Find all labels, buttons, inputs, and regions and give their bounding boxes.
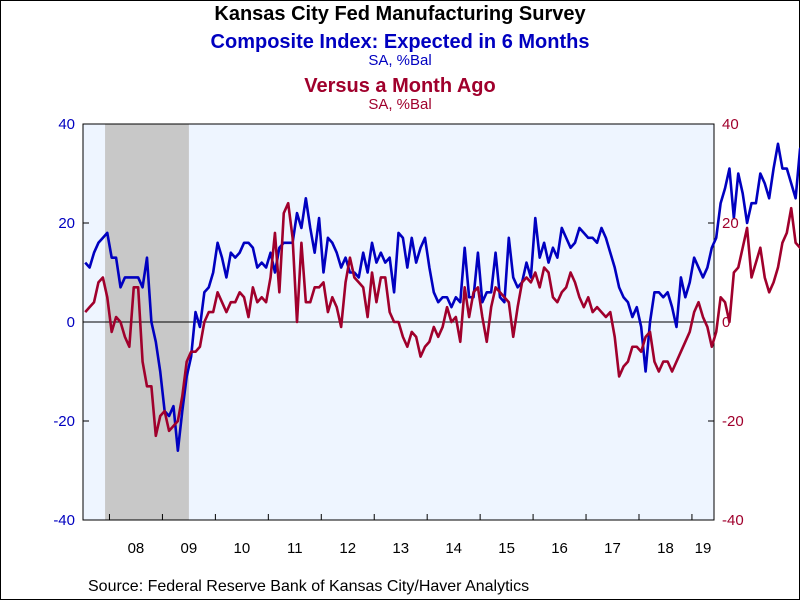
source-note: Source: Federal Reserve Bank of Kansas C… — [88, 578, 530, 595]
x-tick-label: 12 — [339, 540, 356, 557]
x-tick-label: 15 — [498, 540, 515, 557]
chart-title: Kansas City Fed Manufacturing Survey — [214, 3, 586, 25]
x-tick-label: 16 — [551, 540, 568, 557]
y-left-tick-label: -40 — [53, 512, 75, 529]
series-layer — [84, 142, 800, 453]
y-left-tick-label: 40 — [58, 116, 75, 133]
tick-label-layer: 40 20 0 -20 -40 40 20 0 -20 -40 08 09 10 11 12 13 14 15 16… — [53, 116, 743, 557]
y-left-tick-label: 0 — [67, 314, 75, 331]
x-tick-label: 17 — [604, 540, 621, 557]
y-right-tick-label: -40 — [722, 512, 744, 529]
series1-units: SA, %Bal — [368, 52, 432, 69]
x-tick-label: 09 — [181, 540, 198, 557]
series2-units: SA, %Bal — [368, 96, 432, 113]
series2-title: Versus a Month Ago — [304, 75, 496, 97]
y-right-tick-label: 0 — [722, 314, 730, 331]
x-tick-label: 13 — [392, 540, 409, 557]
x-tick-label: 14 — [445, 540, 462, 557]
y-left-tick-label: 20 — [58, 215, 75, 232]
x-tick-label: 19 — [695, 540, 712, 557]
y-right-tick-label: -20 — [722, 413, 744, 430]
series-expected-6-months-line — [84, 142, 800, 453]
x-tick-label: 11 — [287, 540, 303, 557]
x-tick-label: 08 — [128, 540, 145, 557]
x-tick-label: 10 — [234, 540, 251, 557]
y-left-tick-label: -20 — [53, 413, 75, 430]
y-right-tick-label: 20 — [722, 215, 739, 232]
series1-title: Composite Index: Expected in 6 Months — [210, 31, 590, 53]
y-right-tick-label: 40 — [722, 116, 739, 133]
x-tick-label: 18 — [657, 540, 674, 557]
series-versus-month-ago-line — [84, 201, 800, 438]
